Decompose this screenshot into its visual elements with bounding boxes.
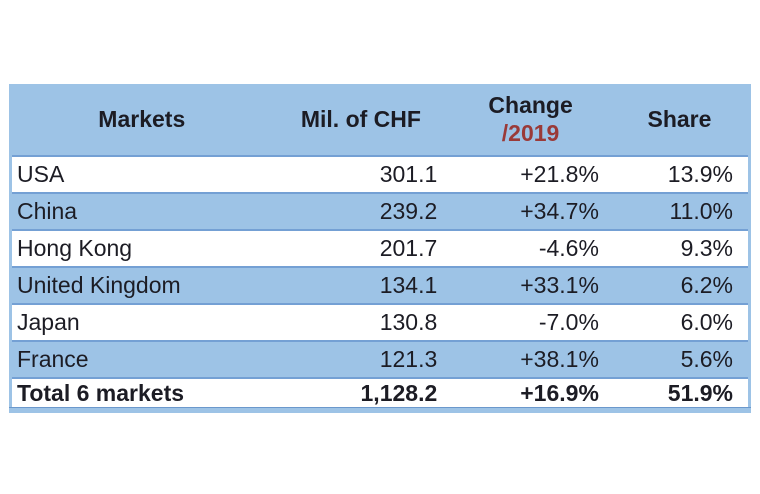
header-row: Markets Mil. of CHF Change /2019 Share <box>10 84 750 157</box>
cell-share: 9.3% <box>610 230 750 268</box>
cell-chf: 239.2 <box>271 193 451 231</box>
cell-change: +34.7% <box>450 193 611 231</box>
cell-chf: 201.7 <box>271 230 451 268</box>
table-row-hong-kong: Hong Kong 201.7 -4.6% 9.3% <box>10 230 750 268</box>
cell-market: Hong Kong <box>10 230 272 268</box>
table-bottom-border <box>9 407 751 413</box>
cell-share: 13.9% <box>610 156 750 194</box>
cell-share: 11.0% <box>610 193 750 231</box>
markets-table: Markets Mil. of CHF Change /2019 Share U… <box>9 84 751 407</box>
cell-chf: 301.1 <box>271 156 451 194</box>
cell-change: -4.6% <box>450 230 611 268</box>
table-row-japan: Japan 130.8 -7.0% 6.0% <box>10 304 750 342</box>
cell-change: +33.1% <box>450 267 611 305</box>
cell-chf: 130.8 <box>271 304 451 342</box>
column-header-mil-of-chf: Mil. of CHF <box>271 84 451 157</box>
cell-chf: 121.3 <box>271 341 451 379</box>
column-header-share: Share <box>610 84 750 157</box>
cell-change: -7.0% <box>450 304 611 342</box>
cell-market: China <box>10 193 272 231</box>
table-row-china: China 239.2 +34.7% 11.0% <box>10 193 750 231</box>
cell-change: +38.1% <box>450 341 611 379</box>
cell-market: Japan <box>10 304 272 342</box>
cell-market: France <box>10 341 272 379</box>
change-header-label: Change <box>488 91 573 118</box>
cell-total-chf: 1,128.2 <box>271 378 451 407</box>
table-row-usa: USA 301.1 +21.8% 13.9% <box>10 156 750 194</box>
table-row-total: Total 6 markets 1,128.2 +16.9% 51.9% <box>10 378 750 407</box>
cell-total-share: 51.9% <box>610 378 750 407</box>
table-row-france: France 121.3 +38.1% 5.6% <box>10 341 750 379</box>
cell-share: 6.0% <box>610 304 750 342</box>
cell-share: 5.6% <box>610 341 750 379</box>
cell-share: 6.2% <box>610 267 750 305</box>
cell-total-change: +16.9% <box>450 378 611 407</box>
cell-change: +21.8% <box>450 156 611 194</box>
column-header-change-2019: Change /2019 <box>450 84 611 157</box>
cell-market: USA <box>10 156 272 194</box>
cell-chf: 134.1 <box>271 267 451 305</box>
cell-market: United Kingdom <box>10 267 272 305</box>
change-header-year: /2019 <box>501 119 560 146</box>
table-row-united-kingdom: United Kingdom 134.1 +33.1% 6.2% <box>10 267 750 305</box>
markets-table-container: Markets Mil. of CHF Change /2019 Share U… <box>9 84 751 413</box>
column-header-markets: Markets <box>10 84 272 157</box>
cell-total-label: Total 6 markets <box>10 378 272 407</box>
